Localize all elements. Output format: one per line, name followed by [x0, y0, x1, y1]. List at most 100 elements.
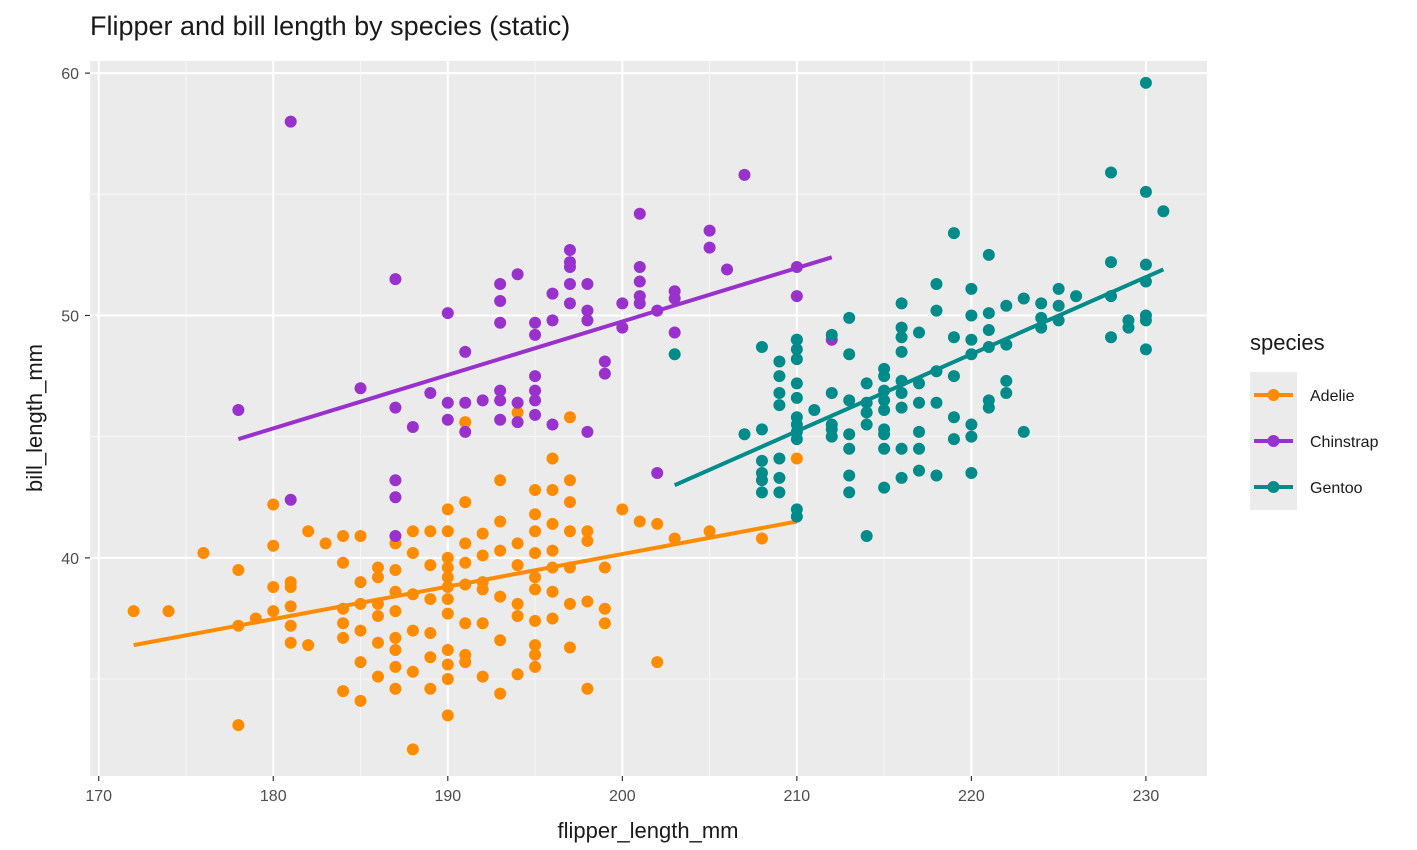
- adelie-point: [162, 605, 175, 618]
- adelie-point: [302, 525, 315, 538]
- gentoo-point: [1139, 258, 1152, 271]
- gentoo-point: [860, 396, 873, 409]
- x-axis-ticks: 170 180 190 200 210 220 230: [85, 776, 1159, 805]
- chinstrap-point: [563, 277, 576, 290]
- adelie-point: [267, 605, 280, 618]
- gentoo-point: [1000, 374, 1013, 387]
- gentoo-point: [1052, 299, 1065, 312]
- gentoo-point: [773, 471, 786, 484]
- adelie-point: [406, 624, 419, 637]
- adelie-point: [441, 561, 454, 574]
- chinstrap-point: [389, 491, 402, 504]
- adelie-point: [529, 660, 542, 673]
- adelie-point: [284, 619, 297, 632]
- adelie-point: [494, 474, 507, 487]
- gentoo-point: [913, 442, 926, 455]
- adelie-point: [790, 452, 803, 465]
- gentoo-point: [790, 333, 803, 346]
- chinstrap-point: [668, 292, 681, 305]
- adelie-point: [581, 525, 594, 538]
- gentoo-point: [1139, 76, 1152, 89]
- gentoo-point: [860, 418, 873, 431]
- adelie-point: [441, 593, 454, 606]
- adelie-point: [529, 583, 542, 596]
- gentoo-point: [1139, 185, 1152, 198]
- adelie-point: [337, 617, 350, 630]
- adelie-point: [441, 551, 454, 564]
- adelie-point: [581, 595, 594, 608]
- adelie-point: [459, 537, 472, 550]
- gentoo-point: [790, 391, 803, 404]
- gentoo-point: [878, 481, 891, 494]
- gentoo-point: [930, 277, 943, 290]
- adelie-point: [284, 636, 297, 649]
- adelie-point: [371, 571, 384, 584]
- adelie-point: [651, 517, 664, 530]
- chinstrap-point: [529, 408, 542, 421]
- x-tick-label: 230: [1133, 788, 1160, 805]
- adelie-point: [371, 670, 384, 683]
- gentoo-point: [808, 404, 821, 417]
- gentoo-point: [878, 404, 891, 417]
- chinstrap-point: [668, 326, 681, 339]
- adelie-point: [598, 561, 611, 574]
- adelie-point: [546, 517, 559, 530]
- gentoo-point: [878, 442, 891, 455]
- adelie-point: [511, 537, 524, 550]
- gentoo-point: [895, 442, 908, 455]
- gentoo-point: [1000, 387, 1013, 400]
- adelie-point: [529, 614, 542, 627]
- y-tick-label: 60: [61, 66, 79, 83]
- chinstrap-point: [459, 396, 472, 409]
- adelie-point: [389, 585, 402, 598]
- adelie-point: [616, 503, 629, 516]
- chinstrap-point: [581, 277, 594, 290]
- adelie-point: [406, 547, 419, 560]
- adelie-point: [406, 525, 419, 538]
- gentoo-point: [755, 423, 768, 436]
- gentoo-point: [790, 343, 803, 356]
- adelie-point: [441, 673, 454, 686]
- adelie-point: [389, 605, 402, 618]
- adelie-point: [546, 585, 559, 598]
- gentoo-point: [790, 510, 803, 523]
- chinstrap-point: [354, 382, 367, 395]
- gentoo-point: [843, 428, 856, 441]
- gentoo-point: [947, 331, 960, 344]
- chinstrap-point: [494, 394, 507, 407]
- x-tick-label: 200: [609, 788, 636, 805]
- chinstrap-point: [703, 224, 716, 237]
- adelie-point: [546, 452, 559, 465]
- adelie-point: [232, 619, 245, 632]
- chinstrap-point: [703, 241, 716, 254]
- gentoo-point: [895, 471, 908, 484]
- chinstrap-point: [459, 345, 472, 358]
- chinstrap-point: [511, 396, 524, 409]
- adelie-point: [337, 685, 350, 698]
- chinstrap-point: [494, 316, 507, 329]
- plot-panel: [90, 61, 1207, 776]
- chinstrap-point: [546, 287, 559, 300]
- chinstrap-point: [284, 115, 297, 128]
- adelie-point: [354, 694, 367, 707]
- chinstrap-point: [581, 314, 594, 327]
- gentoo-point: [930, 304, 943, 317]
- adelie-point: [127, 605, 140, 618]
- adelie-point: [337, 602, 350, 615]
- gentoo-point: [773, 486, 786, 499]
- adelie-point: [232, 719, 245, 732]
- adelie-point: [476, 670, 489, 683]
- chinstrap-point: [563, 244, 576, 257]
- adelie-point: [494, 544, 507, 557]
- adelie-point: [249, 612, 262, 625]
- y-tick-label: 40: [61, 551, 79, 568]
- adelie-point: [441, 525, 454, 538]
- gentoo-point: [913, 425, 926, 438]
- gentoo-point: [982, 401, 995, 414]
- chinstrap-point: [633, 275, 646, 288]
- x-tick-label: 190: [434, 788, 461, 805]
- gentoo-point: [965, 333, 978, 346]
- chinstrap-point: [494, 294, 507, 307]
- adelie-point: [354, 597, 367, 610]
- adelie-point: [476, 549, 489, 562]
